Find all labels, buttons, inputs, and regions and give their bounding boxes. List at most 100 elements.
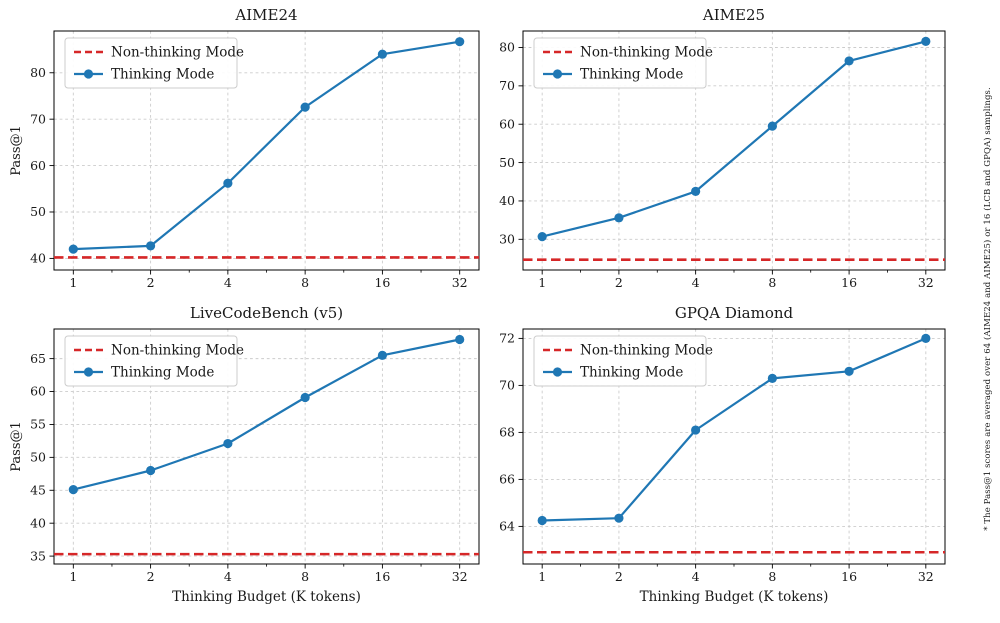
y-tick-label: 40 [30, 251, 46, 266]
data-point-marker [455, 37, 465, 47]
chart-title: GPQA Diamond [675, 304, 794, 322]
data-point-marker [691, 425, 701, 435]
y-tick-label: 72 [499, 331, 515, 346]
y-axis-label: Pass@1 [9, 421, 24, 472]
y-tick-label: 55 [30, 417, 46, 432]
thinking-series-line [541, 40, 927, 238]
data-point-marker [691, 186, 701, 196]
x-tick-label: 2 [615, 569, 623, 584]
figure-footnote: * The Pass@1 scores are averaged over 64… [983, 87, 993, 531]
x-tick-label: 1 [69, 569, 77, 584]
data-point-marker [921, 333, 931, 343]
legend-thinking-label: Thinking Mode [111, 67, 214, 83]
thinking-series-line [73, 40, 460, 251]
chart-title: LiveCodeBench (v5) [190, 304, 343, 322]
y-tick-label: 50 [30, 450, 46, 465]
legend: Non-thinking Mode Thinking Mode [533, 37, 713, 89]
legend-thinking-label: Thinking Mode [580, 67, 683, 83]
data-point-marker [145, 465, 156, 476]
data-point-marker [921, 36, 931, 46]
x-tick-label: 1 [538, 275, 546, 290]
x-tick-label: 4 [692, 275, 700, 290]
x-tick-label: 2 [615, 275, 623, 290]
subplot-aime24: 1 2 4 8 16 32 40 50 60 70 80 AIME24 Pass@1 Non-thinki… [9, 6, 480, 290]
x-tick-label: 8 [301, 569, 309, 584]
y-tick-label: 70 [499, 378, 515, 393]
x-tick-label: 32 [918, 569, 934, 584]
x-tick-label: 4 [224, 569, 232, 584]
legend-thinking-label: Thinking Mode [111, 365, 214, 381]
y-tick-label: 80 [30, 65, 46, 80]
y-tick-label: 68 [499, 425, 515, 440]
legend-thinking-marker-sample [83, 367, 94, 377]
y-tick-label: 45 [30, 482, 46, 497]
x-tick-label: 4 [224, 275, 232, 290]
legend-thinking-marker-sample [552, 367, 563, 377]
legend-box [64, 37, 238, 89]
y-tick-label: 64 [499, 519, 515, 534]
legend-non-thinking-label: Non-thinking Mode [111, 343, 244, 359]
y-tick-label: 65 [30, 351, 46, 366]
data-point-marker [300, 102, 310, 112]
legend-non-thinking-label: Non-thinking Mode [580, 343, 713, 359]
data-point-marker [537, 232, 547, 242]
y-tick-label: 50 [30, 204, 46, 219]
data-point-marker [767, 121, 777, 131]
legend: Non-thinking Mode Thinking Mode [533, 335, 713, 387]
y-tick-label: 40 [499, 193, 515, 208]
legend: Non-thinking Mode Thinking Mode [64, 37, 244, 89]
y-tick-label: 50 [499, 155, 515, 170]
x-tick-label: 8 [768, 569, 776, 584]
chart-title: AIME24 [234, 6, 297, 24]
y-axis-label: Pass@1 [9, 125, 24, 176]
y-tick-label: 30 [499, 232, 515, 247]
subplot-livecodebench-v5-: 1 2 4 8 16 32 35 40 45 50 55 60 65 LiveCodeBench (v5)… [9, 304, 480, 605]
data-point-marker [767, 373, 777, 383]
data-point-marker [377, 49, 388, 59]
data-point-marker [223, 438, 233, 449]
x-axis-label: Thinking Budget (K tokens) [172, 589, 361, 605]
legend-box [533, 37, 707, 89]
x-tick-label: 1 [69, 275, 77, 290]
x-tick-label: 32 [918, 275, 934, 290]
data-point-marker [68, 244, 78, 254]
y-tick-label: 40 [30, 515, 46, 530]
data-point-marker [223, 178, 233, 188]
x-tick-label: 16 [374, 275, 390, 290]
legend-thinking-marker-sample [83, 69, 94, 79]
legend-non-thinking-label: Non-thinking Mode [111, 45, 244, 61]
x-axis-label: Thinking Budget (K tokens) [640, 589, 829, 605]
x-tick-label: 16 [841, 569, 857, 584]
y-tick-label: 60 [30, 384, 46, 399]
data-point-marker [844, 366, 854, 376]
data-point-marker [145, 241, 156, 251]
x-tick-label: 1 [538, 569, 546, 584]
x-tick-label: 8 [768, 275, 776, 290]
data-point-marker [68, 485, 78, 495]
thinking-series-line [73, 338, 460, 491]
x-tick-label: 16 [374, 569, 390, 584]
data-point-marker [300, 392, 310, 403]
x-tick-label: 32 [452, 275, 468, 290]
y-tick-label: 80 [499, 40, 515, 55]
legend-thinking-marker-sample [552, 69, 563, 79]
y-tick-label: 70 [499, 78, 515, 93]
x-tick-label: 2 [147, 569, 155, 584]
x-tick-label: 4 [692, 569, 700, 584]
data-point-marker [614, 513, 624, 523]
legend-thinking-label: Thinking Mode [580, 365, 683, 381]
chart-title: AIME25 [702, 6, 765, 24]
y-tick-label: 60 [30, 158, 46, 173]
y-tick-label: 66 [499, 472, 515, 487]
y-tick-label: 60 [499, 116, 515, 131]
x-tick-label: 8 [301, 275, 309, 290]
legend-box [64, 335, 238, 387]
subplot-gpqa-diamond: 1 2 4 8 16 32 64 66 68 70 72 GPQA Diamond Thinking B… [499, 304, 946, 605]
x-tick-label: 16 [841, 275, 857, 290]
legend-non-thinking-label: Non-thinking Mode [580, 45, 713, 61]
x-tick-label: 2 [147, 275, 155, 290]
legend-box [533, 335, 707, 387]
subplot-aime25: 1 2 4 8 16 32 30 40 50 60 70 80 AIME25 Non-thinking M… [499, 6, 946, 290]
